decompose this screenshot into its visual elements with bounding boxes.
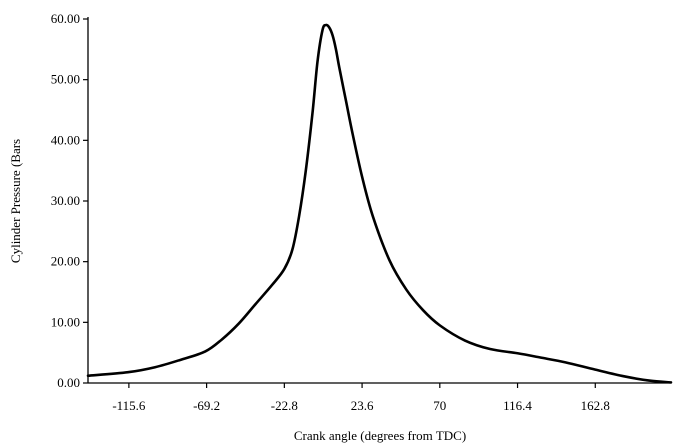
y-tick-label: 10.00: [51, 314, 80, 329]
x-tick-label: -69.2: [193, 398, 220, 413]
x-axis-title: Crank angle (degrees from TDC): [294, 428, 466, 443]
y-tick-label: 50.00: [51, 72, 80, 87]
y-tick-label: 0.00: [57, 375, 80, 390]
x-tick-label: -22.8: [271, 398, 298, 413]
x-tick-label: 116.4: [503, 398, 532, 413]
x-axis: -115.6 -69.2 -22.8 23.6 70 116.4 162.8: [88, 382, 671, 413]
y-tick-label: 30.00: [51, 193, 80, 208]
y-tick-label: 40.00: [51, 132, 80, 147]
y-tick-label: 20.00: [51, 254, 80, 269]
x-tick-label: 162.8: [581, 398, 610, 413]
x-tick-label: -115.6: [112, 398, 146, 413]
series-group: [86, 23, 673, 384]
y-tick-label: 60.00: [51, 11, 80, 26]
x-tick-label: 23.6: [351, 398, 374, 413]
x-tick-label: 70: [433, 398, 446, 413]
pressure-curve-line: [86, 23, 673, 384]
y-axis-title: Cylinder Pressure (Bars: [8, 139, 23, 263]
y-axis: 0.00 10.00 20.00 30.00 40.00 50.00 60.00: [51, 11, 89, 390]
